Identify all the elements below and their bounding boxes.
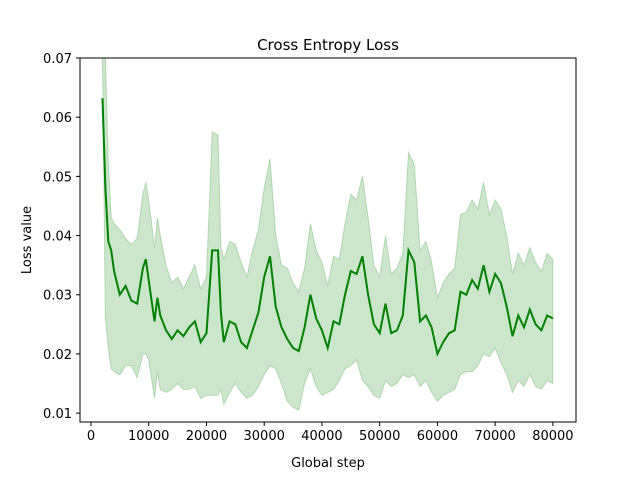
x-tick-label: 60000 <box>417 429 458 444</box>
y-tick-label: 0.03 <box>43 289 72 304</box>
x-tick-label: 70000 <box>474 429 515 444</box>
y-tick-label: 0.07 <box>43 52 72 67</box>
x-tick-label: 40000 <box>301 429 342 444</box>
loss-line <box>101 98 554 357</box>
y-axis-label: Loss value <box>20 206 35 274</box>
y-tick-label: 0.01 <box>43 407 72 422</box>
x-tick-label: 50000 <box>359 429 400 444</box>
std-band <box>101 57 554 411</box>
x-tick-label: 80000 <box>532 429 573 444</box>
x-axis-label: Global step <box>291 456 365 471</box>
x-tick-label: 10000 <box>128 429 169 444</box>
y-axis: 0.01 0.02 0.03 0.04 0.05 0.06 0.07 <box>43 52 80 422</box>
x-tick-label: 0 <box>87 429 95 444</box>
x-tick-label: 30000 <box>244 429 285 444</box>
x-axis: 0 10000 20000 30000 40000 50000 60000 70000 8000… <box>87 422 574 444</box>
chart-title: Cross Entropy Loss <box>257 36 399 54</box>
y-tick-label: 0.06 <box>43 111 72 126</box>
y-tick-label: 0.02 <box>43 348 72 363</box>
x-tick-label: 20000 <box>186 429 227 444</box>
plot-frame <box>79 57 577 423</box>
y-tick-label: 0.05 <box>43 170 72 185</box>
y-tick-label: 0.04 <box>43 230 72 245</box>
